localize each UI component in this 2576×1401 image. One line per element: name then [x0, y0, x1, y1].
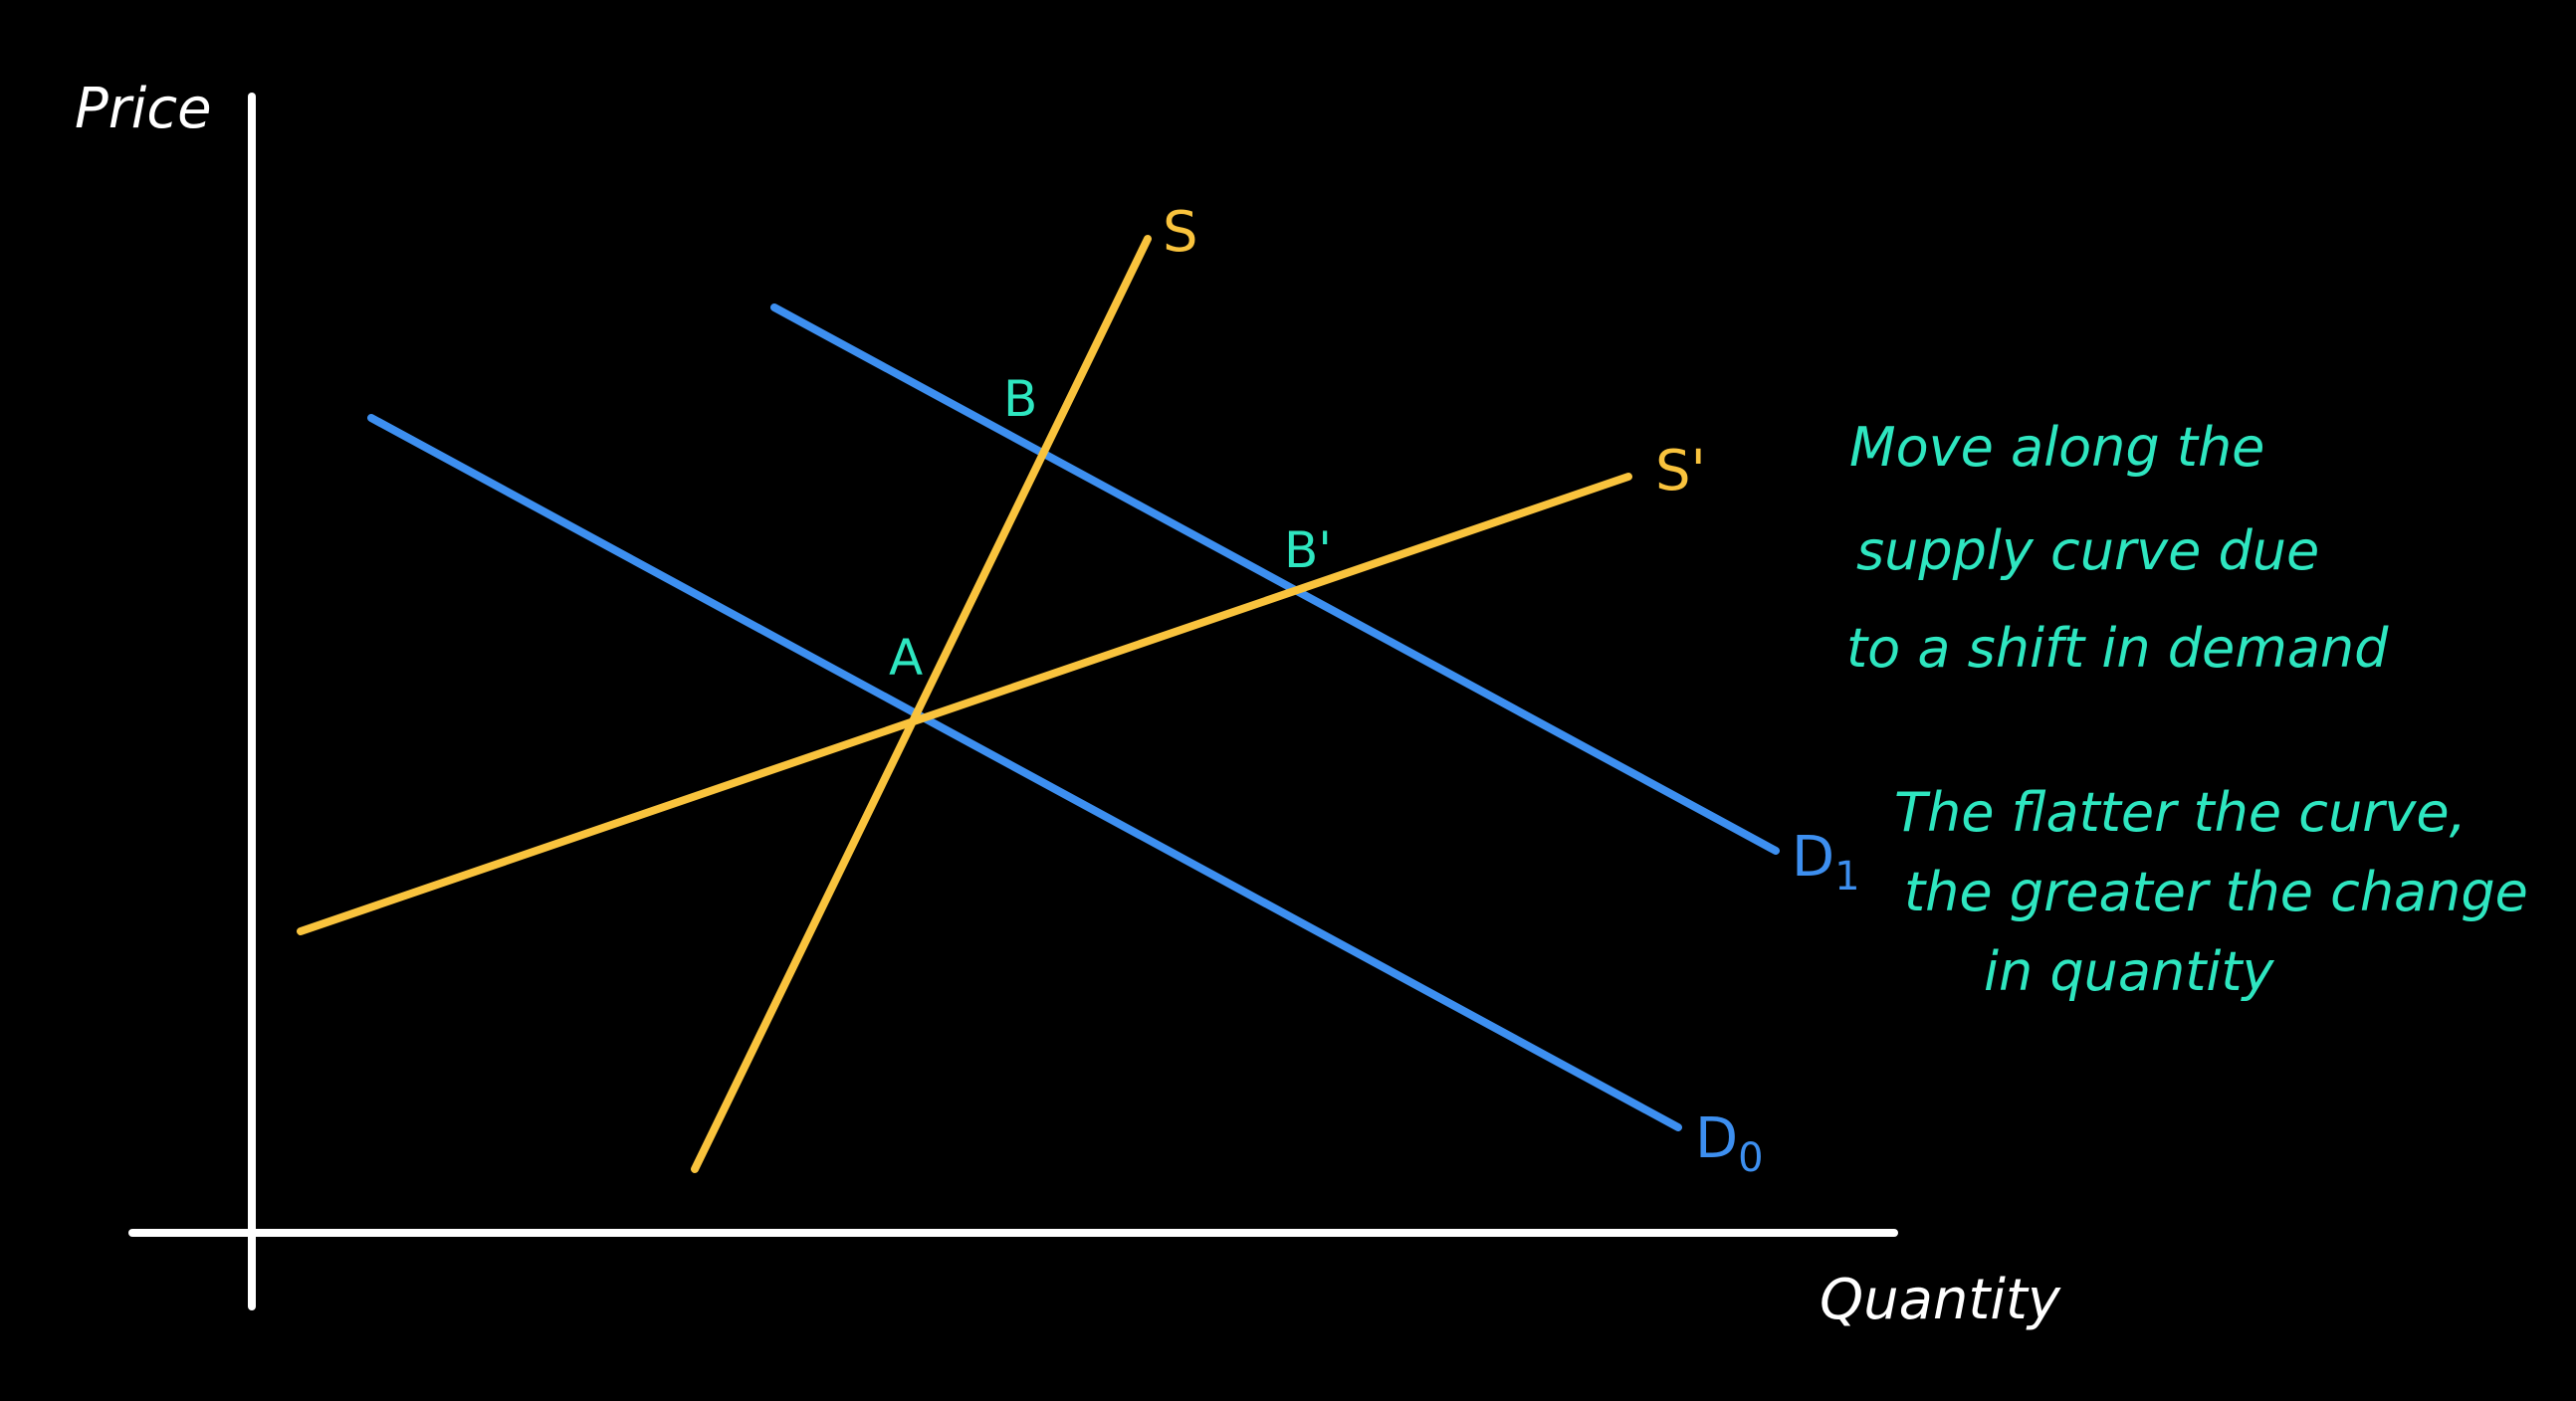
note2-line3: in quantity	[1984, 940, 2275, 1003]
curve-label-s: S	[1163, 200, 1198, 265]
demand-curve-d1	[770, 303, 1780, 855]
note2-line2: the greater the change	[1904, 861, 2528, 923]
note1-line2: supply curve due	[1856, 519, 2319, 582]
curve-label-s-prime: S'	[1655, 439, 1706, 503]
note1-line1: Move along the	[1849, 416, 2264, 479]
supply-curve-s-prime	[297, 473, 1632, 935]
x-axis-label: Quantity	[1820, 1268, 2061, 1332]
annotation-note-flatter-curve: The flatter the curve, the greater the c…	[1894, 781, 2528, 1003]
supply-curve-s	[691, 235, 1152, 1173]
note2-line1: The flatter the curve,	[1894, 781, 2467, 844]
y-axis-label: Price	[75, 77, 212, 141]
note1-line3: to a shift in demand	[1846, 617, 2389, 680]
demand-curve-d0	[367, 414, 1682, 1131]
point-label-b: B	[1003, 370, 1037, 428]
point-label-a: A	[889, 629, 923, 687]
curve-label-d0: D0	[1695, 1106, 1764, 1181]
point-label-b-prime: B'	[1284, 521, 1332, 579]
annotation-note-move-along: Move along the supply curve due to a shi…	[1846, 416, 2389, 680]
curve-label-d1: D1	[1792, 825, 1860, 900]
